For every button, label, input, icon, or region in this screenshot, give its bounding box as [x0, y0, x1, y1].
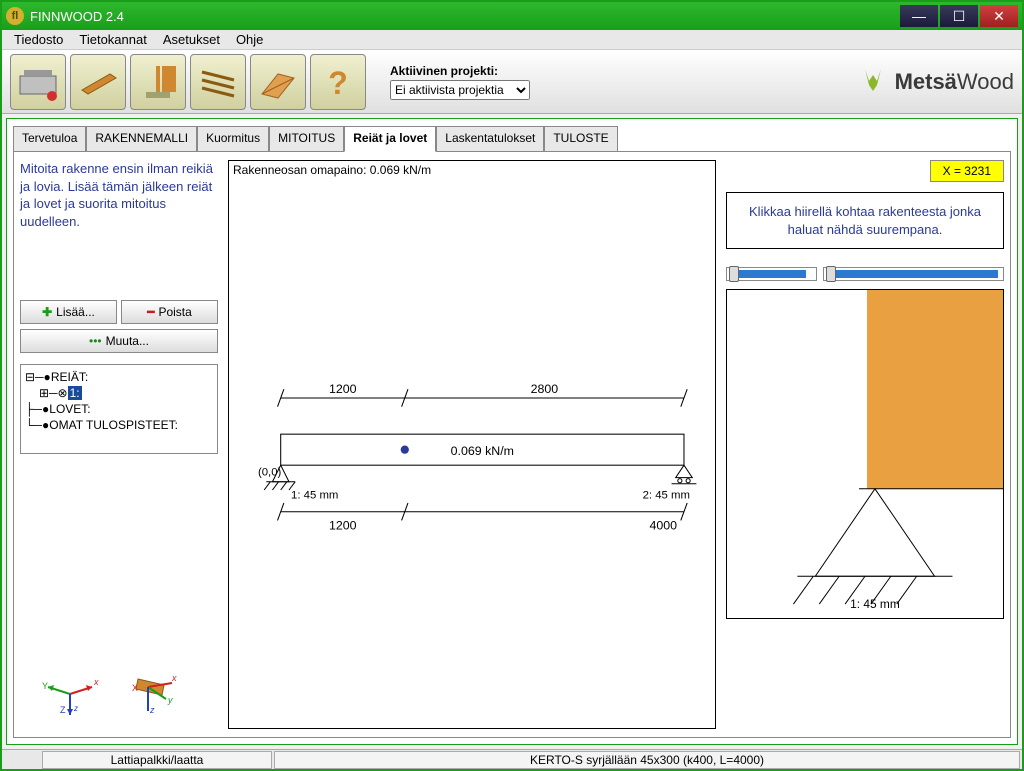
dots-icon: •••	[89, 334, 102, 348]
remove-button[interactable]: ━Poista	[121, 300, 218, 324]
menubar: Tiedosto Tietokannat Asetukset Ohje	[2, 30, 1022, 50]
plus-icon: ✚	[42, 305, 52, 319]
window-title: FINNWOOD 2.4	[30, 9, 898, 24]
tree-omat[interactable]: └─● OMAT TULOSPISTEET:	[25, 417, 213, 433]
svg-text:x: x	[93, 677, 99, 687]
tabs: Tervetuloa RAKENNEMALLI Kuormitus MITOIT…	[13, 125, 1011, 151]
tab-tervetuloa[interactable]: Tervetuloa	[13, 126, 86, 152]
tree-reiat-child[interactable]: ⊞─⊗ 1:	[25, 385, 213, 401]
svg-text:y: y	[167, 695, 173, 705]
zoom-slider-1[interactable]	[726, 267, 817, 281]
antlers-icon	[855, 67, 891, 97]
menu-ohje[interactable]: Ohje	[228, 30, 271, 49]
tab-kuormitus[interactable]: Kuormitus	[197, 126, 269, 152]
close-button[interactable]: ✕	[980, 5, 1018, 27]
project-label: Aktiivinen projekti:	[390, 64, 530, 78]
svg-text:?: ?	[328, 65, 348, 101]
svg-text:1: 45 mm: 1: 45 mm	[291, 489, 338, 501]
right-info-text: Klikkaa hiirellä kohtaa rakenteesta jonk…	[726, 192, 1004, 249]
svg-text:2: 45 mm: 2: 45 mm	[643, 489, 690, 501]
add-button[interactable]: ✚Lisää...	[20, 300, 117, 324]
menu-asetukset[interactable]: Asetukset	[155, 30, 228, 49]
svg-text:X: X	[132, 683, 138, 693]
titlebar: fl FINNWOOD 2.4 — ☐ ✕	[2, 2, 1022, 30]
left-info-text: Mitoita rakenne ensin ilman reikiä ja lo…	[20, 160, 218, 230]
svg-text:1200: 1200	[329, 382, 357, 396]
svg-text:x: x	[171, 673, 177, 683]
diagram-header: Rakenneosan omapaino: 0.069 kN/m	[233, 163, 431, 177]
structure-diagram[interactable]: Rakenneosan omapaino: 0.069 kN/m 1200 28…	[228, 160, 716, 729]
axis-icon-1: x Y Z z	[40, 669, 100, 719]
minimize-button[interactable]: —	[900, 5, 938, 27]
modify-button[interactable]: •••Muuta...	[20, 329, 218, 353]
menu-tiedosto[interactable]: Tiedosto	[6, 30, 71, 49]
tab-rakennemalli[interactable]: RAKENNEMALLI	[86, 126, 197, 152]
tool-btn-5[interactable]	[250, 54, 306, 110]
svg-text:(0,0): (0,0)	[258, 467, 282, 479]
tree-reiat[interactable]: ⊟─● REIÄT:	[25, 369, 213, 385]
tab-mitoitus[interactable]: MITOITUS	[269, 126, 344, 152]
tree-lovet[interactable]: ├─● LOVET:	[25, 401, 213, 417]
svg-text:0.069 kN/m: 0.069 kN/m	[451, 444, 514, 458]
left-panel: Mitoita rakenne ensin ilman reikiä ja lo…	[14, 152, 224, 737]
svg-text:2800: 2800	[531, 382, 559, 396]
status-cell-1: Lattiapalkki/laatta	[42, 751, 272, 769]
detail-view[interactable]: 1: 45 mm	[726, 289, 1004, 619]
tab-laskentatulokset[interactable]: Laskentatulokset	[436, 126, 544, 152]
status-cell-2: KERTO-S syrjällään 45x300 (k400, L=4000)	[274, 751, 1020, 769]
svg-text:Z: Z	[60, 705, 66, 715]
statusbar: Lattiapalkki/laatta KERTO-S syrjällään 4…	[2, 749, 1022, 769]
x-coordinate-badge: X = 3231	[930, 160, 1004, 182]
tool-btn-1[interactable]	[10, 54, 66, 110]
axis-icon-2: x y z X	[118, 669, 178, 719]
diagram-svg: 1200 2800 0.069 kN/m (0,0)	[229, 161, 715, 728]
tree-view[interactable]: ⊟─● REIÄT: ⊞─⊗ 1: ├─● LOVET: └─● OMAT TU…	[20, 364, 218, 454]
svg-text:4000: 4000	[650, 518, 678, 532]
maximize-button[interactable]: ☐	[940, 5, 978, 27]
tool-btn-2[interactable]	[70, 54, 126, 110]
tool-btn-4[interactable]	[190, 54, 246, 110]
menu-tietokannat[interactable]: Tietokannat	[71, 30, 154, 49]
brand-logo: MetsäWood	[855, 67, 1014, 97]
minus-icon: ━	[147, 305, 154, 319]
tool-btn-3[interactable]	[130, 54, 186, 110]
toolbar: ? Aktiivinen projekti: Ei aktiivista pro…	[2, 50, 1022, 114]
zoom-slider-2[interactable]	[823, 267, 1004, 281]
app-icon: fl	[6, 7, 24, 25]
right-panel: X = 3231 Klikkaa hiirellä kohtaa rakente…	[720, 152, 1010, 737]
svg-text:z: z	[73, 704, 78, 713]
tool-btn-6[interactable]: ?	[310, 54, 366, 110]
svg-text:1200: 1200	[329, 518, 357, 532]
svg-text:z: z	[149, 705, 155, 715]
project-select[interactable]: Ei aktiivista projektia	[390, 80, 530, 100]
tab-tuloste[interactable]: TULOSTE	[544, 126, 617, 152]
svg-text:Y: Y	[42, 681, 48, 691]
tab-reiat-ja-lovet[interactable]: Reiät ja lovet	[344, 126, 436, 152]
svg-text:1: 45 mm: 1: 45 mm	[850, 597, 900, 611]
